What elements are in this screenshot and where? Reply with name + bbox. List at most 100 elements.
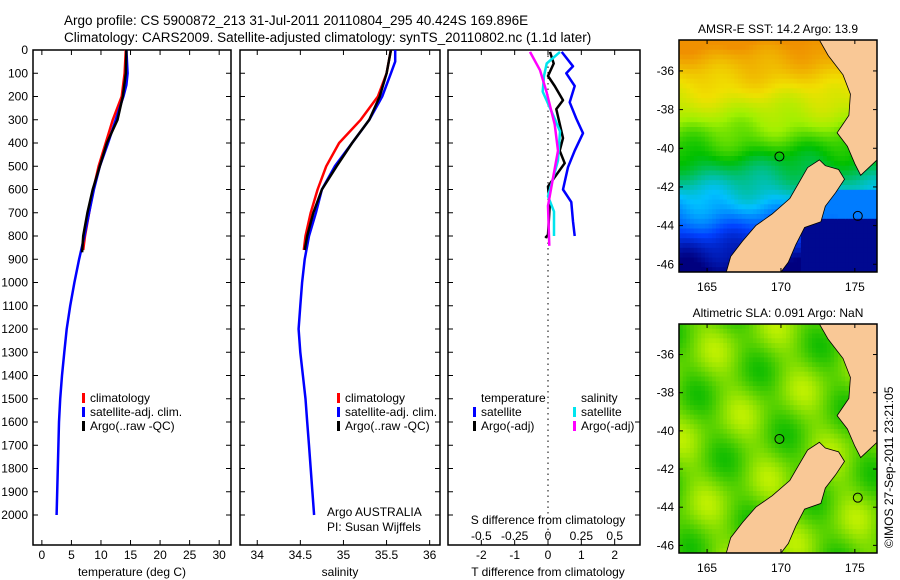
map-cell bbox=[756, 209, 761, 215]
map-cell bbox=[734, 333, 739, 339]
map-cell bbox=[727, 357, 732, 363]
map-cell bbox=[730, 328, 735, 335]
map-cell bbox=[812, 514, 817, 521]
map-cell bbox=[841, 214, 846, 220]
map-cell bbox=[797, 343, 802, 349]
map-cell bbox=[719, 218, 724, 225]
map-cell bbox=[734, 209, 739, 215]
map-cell bbox=[760, 160, 765, 167]
map-cell bbox=[797, 40, 802, 46]
map-cell bbox=[756, 117, 761, 123]
map-cell bbox=[752, 366, 758, 373]
legend-label: Argo(-adj) bbox=[581, 419, 634, 433]
map-cell bbox=[738, 433, 743, 440]
map-cell bbox=[804, 117, 809, 123]
map-cell bbox=[708, 538, 713, 545]
map-cell bbox=[715, 146, 721, 152]
map-cell bbox=[745, 228, 750, 234]
map-cell bbox=[778, 424, 783, 430]
map-cell bbox=[738, 424, 743, 430]
map-cell bbox=[789, 438, 795, 444]
map-cell bbox=[797, 548, 802, 553]
map-cell bbox=[686, 199, 691, 205]
map-cell bbox=[734, 366, 739, 373]
map-cell bbox=[841, 209, 846, 215]
map-cell bbox=[697, 218, 702, 225]
map-cell bbox=[679, 252, 684, 259]
map-cell bbox=[823, 141, 828, 147]
map-cell bbox=[775, 486, 780, 492]
map-cell bbox=[715, 462, 721, 468]
map-cell bbox=[738, 233, 743, 239]
map-cell bbox=[693, 366, 699, 373]
map-cell bbox=[734, 362, 739, 368]
map-cell bbox=[778, 376, 783, 382]
map-cell bbox=[734, 467, 739, 473]
map-cell bbox=[782, 194, 787, 201]
map-cell bbox=[741, 457, 747, 463]
map-cell bbox=[723, 448, 728, 454]
map-cell bbox=[708, 218, 713, 225]
map-cell bbox=[804, 78, 809, 85]
map-cell bbox=[749, 185, 754, 191]
map-cell bbox=[715, 495, 721, 502]
map-cell bbox=[789, 429, 795, 435]
map-cell bbox=[701, 505, 706, 511]
map-cell bbox=[738, 189, 743, 196]
map-cell bbox=[679, 448, 684, 454]
map-cell bbox=[782, 414, 787, 420]
map-cell bbox=[756, 175, 761, 181]
map-cell bbox=[686, 131, 691, 138]
map-cell bbox=[708, 262, 713, 268]
map-cell bbox=[819, 44, 824, 51]
map-cell bbox=[708, 194, 713, 201]
map-cell bbox=[815, 395, 820, 401]
map-cell bbox=[760, 429, 765, 435]
map-cell bbox=[782, 107, 787, 114]
map-cell bbox=[819, 409, 824, 416]
map-cell bbox=[752, 376, 758, 382]
map-cell bbox=[693, 49, 699, 56]
map-cell bbox=[834, 257, 839, 263]
map-cell bbox=[800, 543, 806, 549]
map-cell bbox=[715, 73, 721, 80]
x-tick-label: 1 bbox=[578, 548, 585, 562]
map-cell bbox=[826, 443, 832, 449]
map-cell bbox=[815, 243, 820, 249]
map-cell bbox=[704, 328, 710, 335]
map-cell bbox=[727, 433, 732, 440]
map-cell bbox=[693, 452, 699, 459]
map-cell bbox=[834, 131, 839, 138]
map-cell bbox=[690, 448, 695, 454]
map-cell bbox=[797, 533, 802, 540]
map-cell bbox=[808, 252, 813, 259]
map-cell bbox=[752, 194, 758, 201]
map-cell bbox=[682, 170, 687, 176]
map-cell bbox=[760, 405, 765, 411]
map-cell bbox=[752, 500, 758, 506]
map-cell bbox=[808, 160, 813, 167]
map-cell bbox=[782, 40, 787, 46]
map-cell bbox=[819, 333, 824, 339]
map-cell bbox=[723, 543, 728, 549]
map-cell bbox=[719, 352, 724, 358]
map-cell bbox=[715, 409, 721, 416]
map-cell bbox=[786, 165, 791, 172]
map-cell bbox=[697, 462, 702, 468]
map-cell bbox=[834, 102, 839, 109]
map-cell bbox=[712, 214, 717, 220]
map-cell bbox=[723, 510, 728, 516]
map-cell bbox=[823, 419, 828, 425]
map-cell bbox=[815, 433, 820, 440]
map-cell bbox=[686, 386, 691, 392]
map-cell bbox=[793, 438, 798, 444]
map-cell bbox=[767, 127, 772, 133]
map-cell bbox=[834, 151, 839, 157]
map-cell bbox=[771, 328, 776, 335]
map-cell bbox=[775, 433, 780, 440]
map-cell bbox=[693, 495, 699, 502]
depth-tick-label: 1900 bbox=[1, 485, 28, 499]
map-cell bbox=[837, 371, 843, 378]
map-cell bbox=[734, 524, 739, 530]
map-cell bbox=[749, 438, 754, 444]
